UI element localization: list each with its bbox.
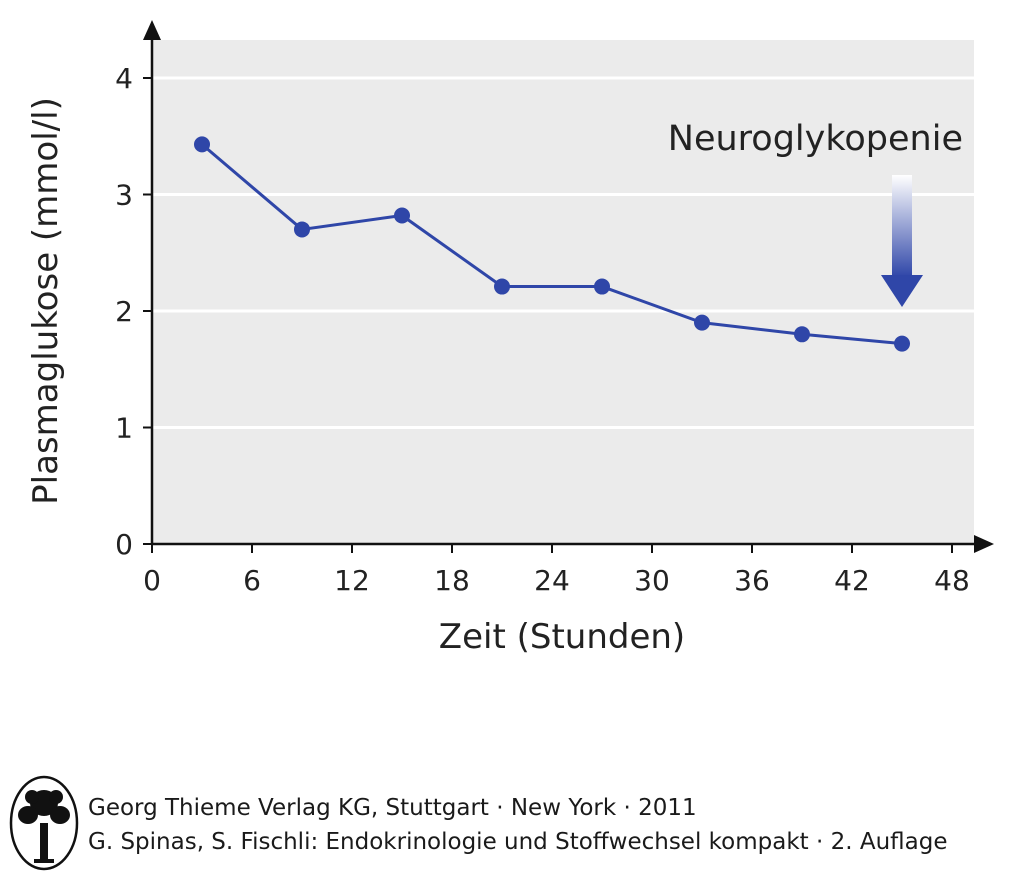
annotation-label: Neuroglykopenie (668, 119, 963, 159)
annotation-group: Neuroglykopenie (668, 119, 963, 307)
data-point (194, 136, 210, 153)
data-point (694, 314, 710, 331)
data-point (794, 326, 810, 343)
x-axis-arrow (974, 535, 994, 553)
annotation-arrow-head (881, 275, 923, 307)
credit-line-2: G. Spinas, S. Fischli: Endokrinologie un… (88, 829, 948, 855)
x-tick-label: 24 (534, 564, 570, 597)
tree-logo (9, 775, 79, 871)
x-tick-label: 6 (243, 564, 261, 597)
x-tick-label: 48 (934, 564, 970, 597)
y-tick-label: 2 (115, 295, 133, 328)
grid-lines (152, 76, 974, 429)
x-tick-label: 42 (834, 564, 870, 597)
annotation-arrow-shaft (892, 175, 912, 277)
y-tick-label: 4 (115, 62, 133, 95)
x-axis-label: Zeit (Stunden) (439, 617, 685, 657)
axes (143, 20, 994, 553)
y-tick-label: 0 (115, 528, 133, 561)
x-tick-label: 36 (734, 564, 770, 597)
series-line (201, 143, 903, 346)
data-point (494, 278, 510, 295)
y-axis-arrow (143, 20, 161, 40)
data-point (594, 278, 610, 295)
y-tick-label: 3 (115, 179, 133, 212)
y-tick-label: 1 (115, 412, 133, 445)
credit-line-1: Georg Thieme Verlag KG, Stuttgart · New … (88, 795, 697, 821)
x-tick-label: 30 (634, 564, 670, 597)
data-point (894, 335, 910, 352)
x-tick-label: 12 (334, 564, 370, 597)
data-point (294, 221, 310, 238)
plot-area (152, 40, 974, 544)
series-group (194, 136, 910, 352)
x-tick-label: 18 (434, 564, 470, 597)
data-point (394, 207, 410, 224)
x-tick-label: 0 (143, 564, 161, 597)
y-axis-label: Plasmaglukose (mmol/l) (26, 97, 66, 505)
